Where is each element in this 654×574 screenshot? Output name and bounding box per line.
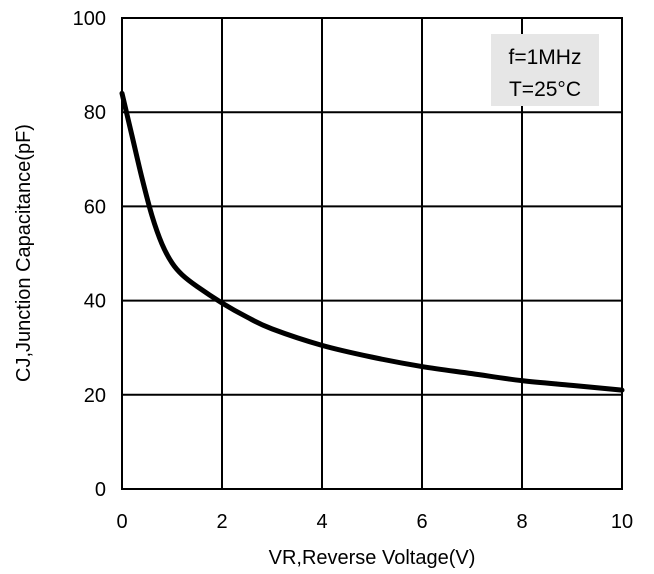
x-axis-label: VR,Reverse Voltage(V) [269,547,476,569]
y-tick-label: 100 [73,8,106,30]
x-tick-label: 4 [316,511,327,533]
series-layer [119,90,625,393]
annotation-temperature: T=25°C [509,78,581,101]
y-tick-label: 80 [84,102,106,124]
x-tick-label: 8 [516,511,527,533]
annotation-frequency: f=1MHz [509,46,582,69]
y-tick-label: 20 [84,385,106,407]
y-tick-label: 40 [84,291,106,313]
conditions-annotation: f=1MHz T=25°C [491,34,599,106]
x-tick-label: 10 [611,511,633,533]
x-tick-label: 0 [116,511,127,533]
y-tick-label: 60 [84,196,106,218]
x-tick-label: 6 [416,511,427,533]
capacitance-curve [119,90,625,393]
plot-frame [121,17,623,490]
y-tick-labels: 0 20 40 60 80 100 [73,8,106,501]
y-axis-label: CJ,Junction Capacitance(pF) [13,124,35,382]
x-tick-labels: 0 2 4 6 8 10 [116,511,633,533]
x-tick-label: 2 [216,511,227,533]
y-tick-label: 0 [95,479,106,501]
annotation-box [491,34,599,106]
grid [121,17,623,490]
